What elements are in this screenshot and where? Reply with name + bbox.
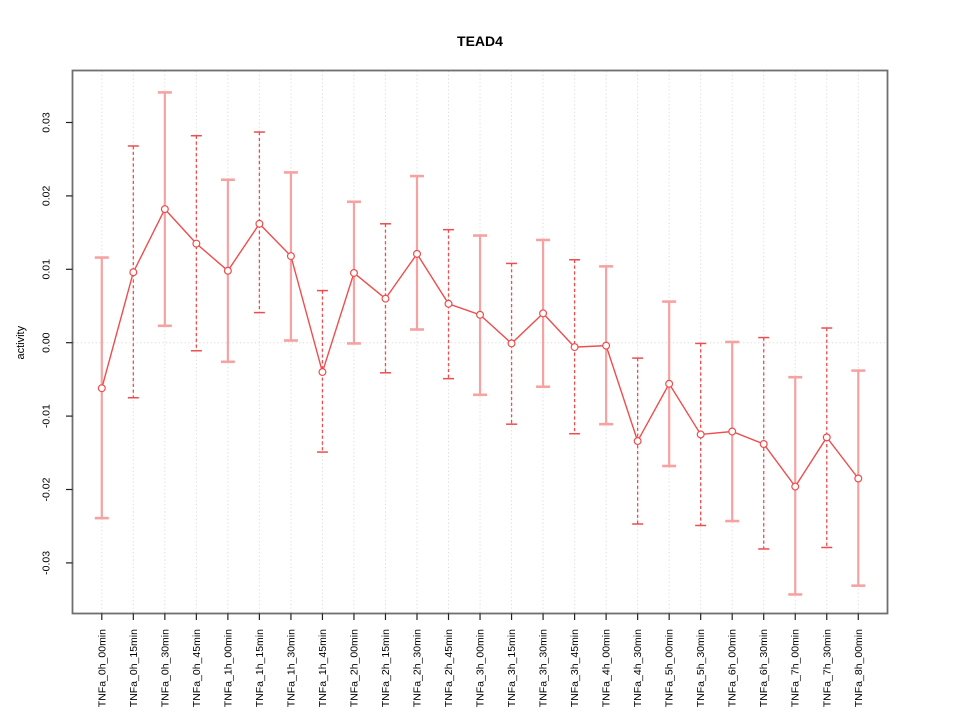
data-point — [286, 252, 295, 261]
x-tick-label: TNFa_1h_45min — [317, 629, 329, 707]
data-point — [318, 368, 327, 377]
data-point — [129, 268, 138, 277]
data-point — [791, 482, 800, 491]
data-point — [507, 339, 516, 348]
x-tick-label: TNFa_8h_00min — [853, 629, 865, 707]
y-tick-label: -0.02 — [41, 477, 53, 501]
y-axis-label: activity — [15, 325, 27, 359]
data-point — [476, 310, 485, 319]
data-point — [413, 249, 422, 258]
data-point — [349, 268, 358, 277]
x-tick-label: TNFa_7h_00min — [790, 629, 802, 707]
data-point — [255, 219, 264, 228]
x-tick-label: TNFa_2h_30min — [412, 629, 424, 707]
y-tick-label: 0.00 — [41, 332, 53, 353]
y-tick-label: -0.03 — [41, 551, 53, 575]
data-point — [381, 294, 390, 303]
y-tick-label: 0.03 — [41, 112, 53, 133]
x-tick-label: TNFa_0h_00min — [96, 629, 108, 707]
x-tick-label: TNFa_2h_45min — [443, 629, 455, 707]
x-tick-label: TNFa_0h_15min — [128, 629, 140, 707]
data-point — [539, 309, 548, 318]
data-point — [223, 266, 232, 275]
data-point — [633, 437, 642, 446]
data-point — [854, 474, 863, 483]
x-tick-label: TNFa_5h_00min — [664, 629, 676, 707]
x-tick-label: TNFa_0h_45min — [191, 629, 203, 707]
x-tick-label: TNFa_0h_30min — [159, 629, 171, 707]
data-point — [97, 384, 106, 393]
data-point — [602, 341, 611, 350]
x-tick-label: TNFa_7h_30min — [821, 629, 833, 707]
chart-title: TEAD4 — [457, 33, 503, 49]
x-tick-label: TNFa_4h_30min — [632, 629, 644, 707]
x-tick-label: TNFa_3h_15min — [506, 629, 518, 707]
y-tick-label: -0.01 — [41, 404, 53, 428]
x-tick-label: TNFa_6h_00min — [727, 629, 739, 707]
x-tick-label: TNFa_1h_30min — [285, 629, 297, 707]
x-tick-label: TNFa_5h_30min — [695, 629, 707, 707]
x-tick-label: TNFa_1h_15min — [254, 629, 266, 707]
y-tick-label: 0.02 — [41, 186, 53, 207]
data-point — [570, 343, 579, 352]
data-point — [444, 299, 453, 308]
data-point — [759, 439, 768, 448]
x-tick-label: TNFa_2h_00min — [348, 629, 360, 707]
data-point — [696, 430, 705, 439]
y-tick-label: 0.01 — [41, 259, 53, 280]
x-tick-label: TNFa_4h_00min — [601, 629, 613, 707]
x-tick-label: TNFa_3h_00min — [475, 629, 487, 707]
data-point — [192, 239, 201, 248]
x-tick-label: TNFa_6h_30min — [758, 629, 770, 707]
data-point — [665, 379, 674, 388]
x-tick-label: TNFa_3h_30min — [538, 629, 550, 707]
x-tick-label: TNFa_3h_45min — [569, 629, 581, 707]
data-point — [822, 433, 831, 442]
x-tick-label: TNFa_1h_00min — [222, 629, 234, 707]
x-tick-label: TNFa_2h_15min — [380, 629, 392, 707]
data-point — [160, 205, 169, 214]
data-point — [728, 427, 737, 436]
